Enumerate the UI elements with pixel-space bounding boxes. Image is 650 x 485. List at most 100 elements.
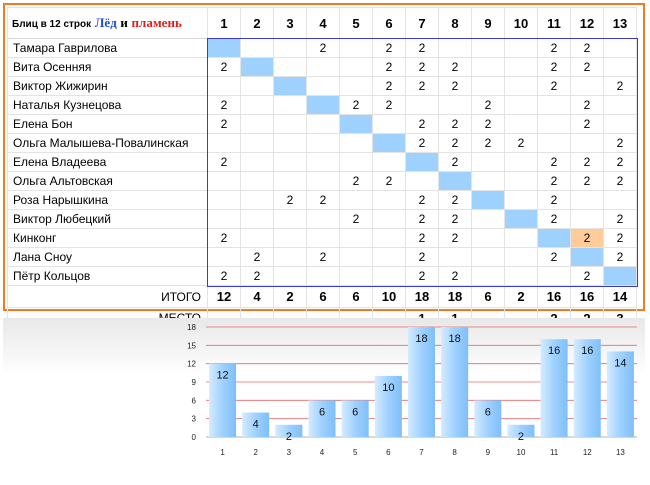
score-cell <box>273 57 307 77</box>
column-header: 9 <box>471 7 505 39</box>
bar-value-label: 2 <box>518 431 524 443</box>
table-row: Кинконг 2 2 2 2 2 <box>7 228 637 248</box>
score-cell: 2 <box>438 266 472 286</box>
score-cell <box>207 247 241 267</box>
score-cell <box>372 228 406 248</box>
score-cell: 2 <box>471 133 505 153</box>
score-cell <box>372 247 406 267</box>
player-name: Наталья Кузнецова <box>7 95 208 115</box>
diagonal-cell <box>273 76 307 96</box>
score-cell: 2 <box>207 95 241 115</box>
score-cell: 2 <box>570 38 604 58</box>
score-cell <box>471 266 505 286</box>
score-cell <box>570 209 604 229</box>
score-cell <box>471 171 505 191</box>
bar <box>242 412 270 437</box>
score-cell <box>306 266 340 286</box>
score-cell <box>504 228 538 248</box>
score-cell <box>339 190 373 210</box>
diagonal-cell <box>471 190 505 210</box>
x-tick-label: 3 <box>287 448 292 457</box>
score-cell <box>306 228 340 248</box>
score-cell <box>438 38 472 58</box>
score-cell <box>240 228 274 248</box>
score-cell: 2 <box>372 57 406 77</box>
score-cell <box>438 95 472 115</box>
column-header: 13 <box>603 7 637 39</box>
bar <box>474 400 502 437</box>
score-cell: 2 <box>570 171 604 191</box>
score-cell: 2 <box>405 266 439 286</box>
player-name: Елена Владеева <box>7 152 208 172</box>
score-cell: 2 <box>405 114 439 134</box>
diagonal-cell <box>438 171 472 191</box>
column-header: 10 <box>504 7 538 39</box>
player-name: Тамара Гаврилова <box>7 38 208 58</box>
bar-value-label: 6 <box>485 406 491 418</box>
column-header: 11 <box>537 7 571 39</box>
score-cell: 2 <box>570 266 604 286</box>
score-cell <box>372 266 406 286</box>
player-name: Виктор Любецкий <box>7 209 208 229</box>
y-tick-label: 15 <box>187 341 196 350</box>
score-cell <box>471 152 505 172</box>
score-cell: 2 <box>405 190 439 210</box>
score-cell: 2 <box>405 247 439 267</box>
score-cell: 2 <box>372 171 406 191</box>
table-title: Блиц в 12 строк Лёд и пламень <box>7 7 208 39</box>
bar-value-label: 14 <box>614 357 626 369</box>
y-tick-label: 3 <box>192 415 197 424</box>
table-row: Лана Сноу 2 2 2 2 2 <box>7 247 637 267</box>
score-cell <box>471 209 505 229</box>
score-cell: 2 <box>537 38 571 58</box>
score-cell <box>570 190 604 210</box>
diagonal-cell <box>405 152 439 172</box>
score-cell: 2 <box>207 57 241 77</box>
score-cell: 2 <box>570 228 604 248</box>
score-cell: 2 <box>306 38 340 58</box>
bar <box>507 424 535 437</box>
score-cell <box>240 171 274 191</box>
total-row-value: 6 <box>471 285 505 308</box>
total-row-value: 14 <box>603 285 637 308</box>
table-row: Виктор Жижирин 2 2 2 2 2 <box>7 76 637 96</box>
score-cell: 2 <box>603 247 637 267</box>
title-fire: пламень <box>131 15 182 30</box>
column-header: 8 <box>438 7 472 39</box>
diagonal-cell <box>537 228 571 248</box>
total-row-value: 18 <box>438 285 472 308</box>
score-cell <box>504 76 538 96</box>
score-cell <box>504 171 538 191</box>
score-cell: 2 <box>372 76 406 96</box>
score-cell <box>504 247 538 267</box>
table-row: Виктор Любецкий 2 2 2 2 2 <box>7 209 637 229</box>
y-tick-label: 18 <box>187 323 196 332</box>
score-cell <box>471 247 505 267</box>
x-tick-label: 2 <box>254 448 259 457</box>
score-cell: 2 <box>372 38 406 58</box>
player-name: Ольга Малышева-Повалинская <box>7 133 208 153</box>
score-cell: 2 <box>339 171 373 191</box>
score-cell <box>306 57 340 77</box>
score-cell: 2 <box>339 209 373 229</box>
score-cell <box>603 57 637 77</box>
table-row: Наталья Кузнецова 2 2 2 2 2 <box>7 95 637 115</box>
score-cell: 2 <box>504 133 538 153</box>
score-cell <box>471 38 505 58</box>
score-cell <box>306 152 340 172</box>
score-cell <box>339 247 373 267</box>
diagonal-cell <box>504 209 538 229</box>
score-cell <box>372 209 406 229</box>
player-name: Пётр Кольцов <box>7 266 208 286</box>
player-name: Виктор Жижирин <box>7 76 208 96</box>
table-row: Вита Осенняя 2 2 2 2 2 2 <box>7 57 637 77</box>
score-cell: 2 <box>207 228 241 248</box>
bar-value-label: 4 <box>253 419 259 431</box>
player-name: Ольга Альтовская <box>7 171 208 191</box>
table-row: Елена Бон 2 2 2 2 2 <box>7 114 637 134</box>
score-cell <box>537 114 571 134</box>
bar <box>275 424 303 437</box>
score-cell: 2 <box>372 95 406 115</box>
